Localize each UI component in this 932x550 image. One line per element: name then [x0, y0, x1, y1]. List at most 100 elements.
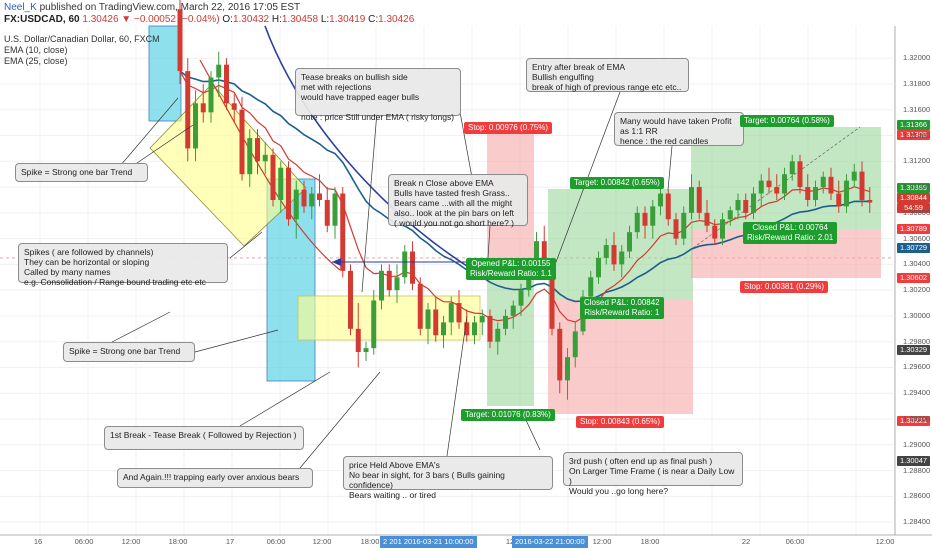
callout-break-ema[interactable]: Break n Close above EMA Bulls have taste… — [388, 174, 528, 228]
callout-entry[interactable]: Entry after break of EMA Bullish engulfi… — [526, 58, 689, 92]
candle-body — [487, 315, 493, 342]
target-zone-2 — [548, 189, 693, 299]
candle-body — [472, 322, 477, 336]
published-text: published on TradingView.com, March 22, … — [39, 2, 301, 13]
close-label: C: — [368, 14, 379, 25]
candle — [782, 167, 787, 200]
callout-third-push[interactable]: 3rd push ( often end up as final push ) … — [563, 452, 743, 496]
candle-body — [534, 241, 539, 271]
candle — [704, 199, 710, 233]
candle-body — [658, 193, 663, 207]
annotation-lines — [111, 91, 673, 469]
legend-title: U.S. Dollar/Canadian Dollar, 60, FXCM — [4, 34, 160, 44]
candle — [720, 212, 725, 246]
candle-body — [410, 251, 415, 284]
candle-body — [596, 257, 601, 278]
candle — [441, 315, 446, 349]
candle-body — [177, 9, 183, 72]
candle-body — [844, 180, 849, 207]
candle — [619, 245, 625, 278]
target-zone-1 — [487, 258, 534, 406]
candle — [425, 303, 431, 345]
connector-line — [119, 97, 179, 167]
candle — [200, 83, 206, 123]
callout-spike-1[interactable]: Spike = Strong one bar Trend — [15, 163, 148, 182]
x-tick-label: 06:00 — [74, 537, 94, 546]
candle-body — [355, 328, 361, 353]
callout-held-above[interactable]: price Held Above EMA's No bear in sight,… — [343, 456, 553, 500]
connector-line — [239, 371, 331, 427]
x-tick-label: 12 — [505, 537, 515, 546]
y-tick-label: 1.32000 — [903, 53, 931, 63]
callout-tease-breaks[interactable]: Tease breaks on bullish side met with re… — [295, 68, 461, 122]
author-link[interactable]: Neel_K — [4, 2, 37, 13]
candle-body — [348, 270, 353, 329]
candle-body — [743, 199, 749, 213]
candle — [177, 0, 183, 84]
open-value: 1.30432 — [232, 14, 270, 25]
candle — [596, 251, 601, 284]
connector-line — [361, 111, 378, 293]
candle — [665, 189, 671, 226]
target-label-2: Target: 0.00842 (0.65%) — [570, 177, 664, 189]
candle-body — [417, 283, 423, 329]
price-tag: 1.30221 — [897, 416, 930, 426]
change-value: −0.00052 (−0.04%) — [133, 14, 220, 25]
candle — [216, 51, 222, 97]
candle — [270, 148, 276, 207]
candle-body — [642, 212, 648, 226]
candle-body — [650, 206, 656, 226]
callout-profit[interactable]: Many would have taken Profit as 1:1 RR h… — [614, 112, 744, 146]
candle — [456, 290, 462, 329]
price-tag: 1.31366 — [897, 120, 930, 130]
candle — [518, 283, 524, 316]
callout-and-again[interactable]: And Again.!!! trapping early over anxiou… — [117, 468, 313, 488]
candle-body — [270, 154, 276, 200]
candle — [239, 96, 245, 181]
candle-body — [782, 174, 787, 194]
candle — [448, 296, 454, 336]
y-tick-label: 1.31200 — [903, 156, 931, 166]
price-tag: 1.30889 — [897, 183, 930, 193]
y-tick-label: 1.31600 — [903, 104, 931, 114]
candle-body — [394, 277, 400, 291]
candle — [813, 180, 818, 207]
candle — [766, 167, 772, 194]
candle — [844, 174, 849, 213]
legend-ema10[interactable]: EMA (10, close) — [4, 45, 68, 55]
y-tick-label: 1.29600 — [903, 362, 931, 372]
callout-spikes-channels[interactable]: Spikes ( are followed by channels) They … — [18, 243, 228, 287]
legend-ema25[interactable]: EMA (25, close) — [4, 56, 68, 66]
candle — [805, 174, 811, 207]
candle — [689, 174, 694, 220]
chart-axes — [0, 26, 932, 536]
candle-body — [379, 270, 384, 301]
low-value: 1.30419 — [329, 14, 366, 25]
x-tick-label: 18:00 — [360, 537, 380, 546]
price-tag: 1.30844 — [897, 193, 930, 203]
blue-arrow-head — [332, 258, 341, 266]
candle-body — [479, 315, 485, 323]
price-tag: 1.30789 — [897, 224, 930, 234]
callout-first-break[interactable]: 1st Break - Tease Break ( Followed by Re… — [104, 426, 304, 450]
candle — [642, 206, 648, 239]
candle — [510, 300, 516, 329]
candle — [402, 245, 408, 284]
candle-body — [332, 193, 338, 226]
closed-pl-label-2: Closed P&L: 0.00842 Risk/Reward Ratio: 1 — [580, 297, 664, 319]
low-label: L: — [320, 14, 330, 25]
candle-body — [789, 161, 795, 175]
candle — [565, 348, 570, 400]
candle — [309, 187, 315, 220]
candle-body — [565, 357, 570, 381]
callout-spike-2[interactable]: Spike = Strong one bar Trend — [63, 342, 195, 362]
candle — [293, 180, 299, 239]
y-tick-label: 1.30800 — [903, 207, 931, 217]
candle-body — [758, 180, 764, 194]
candle-body — [464, 322, 470, 336]
target-label-3: Target: 0.00764 (0.58%) — [740, 115, 834, 127]
candle — [193, 90, 198, 162]
stop-label-2: Stop: 0.00843 (0.65%) — [576, 416, 665, 428]
target-label-1: Target: 0.01076 (0.83%) — [461, 409, 555, 421]
